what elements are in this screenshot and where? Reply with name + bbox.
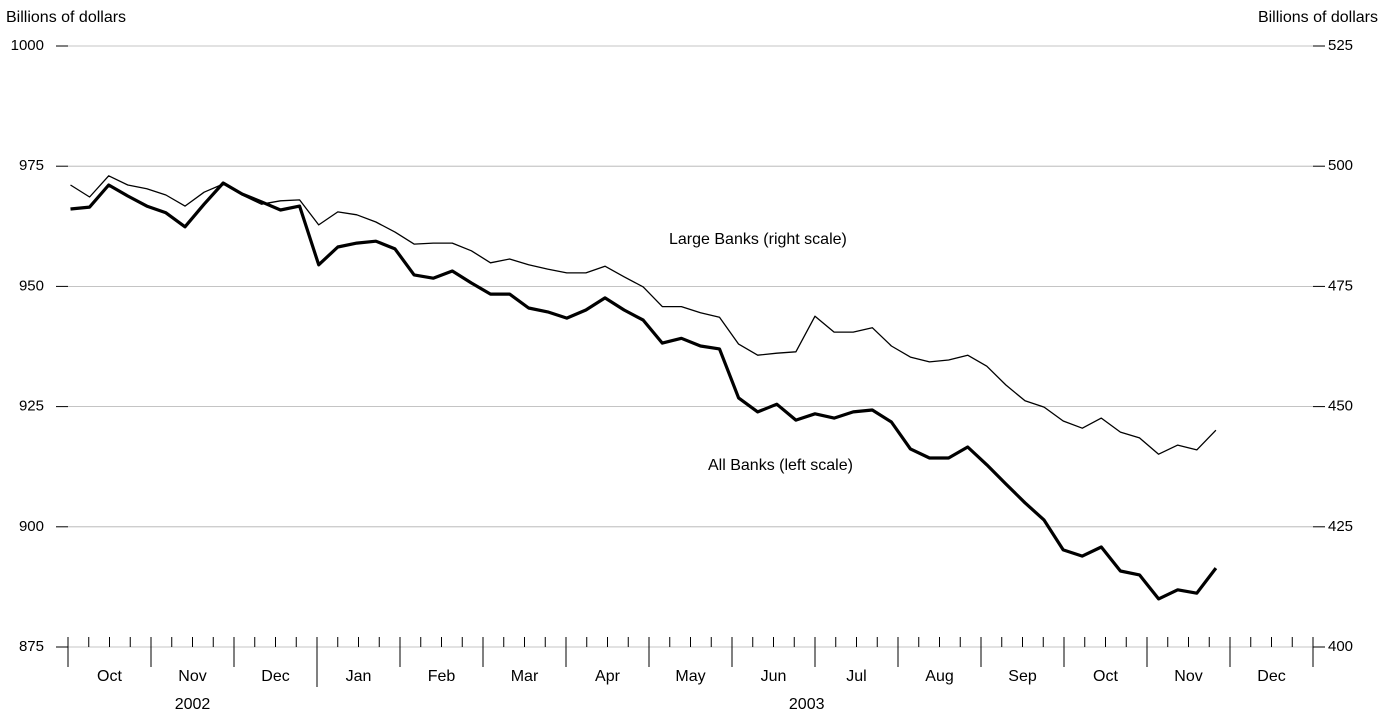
- x-tick-label: Dec: [1257, 668, 1285, 685]
- y2-tick-label: 525: [1328, 37, 1353, 54]
- x-tick-label: May: [675, 668, 705, 685]
- y2-axis-label: Billions of dollars: [1258, 9, 1378, 26]
- x-tick-label: Dec: [261, 668, 289, 685]
- year-label: 2003: [789, 696, 825, 713]
- x-tick-label: Apr: [595, 668, 621, 685]
- x-tick-label: Nov: [1174, 668, 1202, 685]
- x-tick-label: Oct: [97, 668, 122, 685]
- series-label: All Banks (left scale): [708, 457, 853, 474]
- x-tick-label: Jun: [761, 668, 787, 685]
- y-axis-label: Billions of dollars: [6, 9, 126, 26]
- y-tick-label: 925: [19, 398, 44, 415]
- series-line: [70, 181, 1218, 601]
- x-tick-label: Oct: [1093, 668, 1118, 685]
- x-tick-label: Nov: [178, 668, 206, 685]
- x-tick-label: Feb: [428, 668, 456, 685]
- x-tick-label: Jul: [846, 668, 866, 685]
- y2-tick-label: 425: [1328, 518, 1353, 535]
- x-tick-label: Sep: [1008, 668, 1037, 685]
- y2-tick-label: 500: [1328, 157, 1353, 174]
- y2-tick-label: 400: [1328, 638, 1353, 655]
- series-line: [70, 175, 1217, 455]
- series-label: Large Banks (right scale): [669, 231, 847, 248]
- x-tick-label: Jan: [346, 668, 372, 685]
- y-tick-label: 875: [19, 638, 44, 655]
- y2-tick-label: 475: [1328, 277, 1353, 294]
- year-label: 2002: [175, 696, 211, 713]
- x-tick-label: Mar: [511, 668, 539, 685]
- y-tick-label: 1000: [11, 37, 44, 54]
- x-tick-label: Aug: [925, 668, 953, 685]
- y-tick-label: 950: [19, 277, 44, 294]
- y-tick-label: 975: [19, 157, 44, 174]
- y-tick-label: 900: [19, 518, 44, 535]
- y2-tick-label: 450: [1328, 398, 1353, 415]
